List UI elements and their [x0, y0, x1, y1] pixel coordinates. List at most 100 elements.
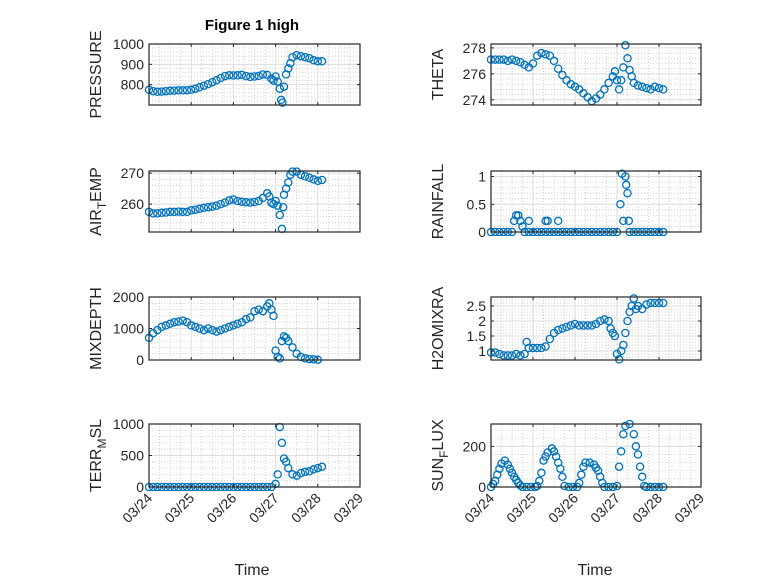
data-point	[269, 76, 278, 85]
data-point	[174, 207, 183, 216]
data-point	[273, 470, 282, 479]
y-axis-label-text: SUN	[430, 458, 447, 492]
axes-box	[490, 170, 702, 233]
data-series	[487, 294, 668, 364]
data-point	[495, 349, 504, 359]
data-point	[503, 56, 513, 66]
y-tick-label: 260	[121, 196, 145, 212]
data-point	[220, 324, 230, 333]
data-point	[537, 468, 546, 478]
x-tick-label: 03/25	[161, 490, 197, 526]
y-axis-label-text: LUX	[430, 419, 447, 450]
data-point	[233, 319, 242, 329]
data-point	[199, 81, 209, 90]
data-point	[490, 55, 500, 64]
data-point	[313, 463, 323, 473]
data-point	[585, 458, 594, 467]
data-point	[229, 195, 238, 204]
y-tick-label: 0.5	[467, 196, 487, 212]
x-axis-label-right: Time	[578, 562, 613, 579]
data-series	[145, 50, 327, 107]
y-tick-label: 1000	[113, 36, 144, 52]
subplot-terr-msl: 0 500 1000 03/24 03/25 03/26 03/27 03/28 03/29 TE…	[88, 416, 366, 526]
data-point	[165, 319, 175, 329]
data-point	[273, 201, 282, 210]
subplot-sun-flux: 0 200 03/24 03/25 03/26 03/27 03/28 03/29 SUNFLU…	[430, 419, 707, 526]
data-point	[541, 342, 550, 351]
data-point	[313, 176, 323, 186]
data-point	[203, 202, 213, 212]
data-point	[296, 468, 306, 478]
x-tick-label: 03/27	[587, 490, 623, 526]
data-point	[292, 471, 301, 480]
data-point	[543, 216, 552, 226]
x-tick-label: 03/24	[461, 490, 497, 526]
subplot-rainfall: 0 0.5 1 RAINFALL	[430, 164, 702, 240]
data-point	[495, 464, 504, 473]
data-point	[553, 325, 563, 335]
data-point	[516, 57, 525, 67]
x-tick-label: 03/29	[671, 490, 707, 526]
data-point	[271, 196, 280, 206]
data-point	[612, 76, 622, 85]
y-tick-label: 2.5	[467, 298, 487, 314]
data-point	[658, 298, 668, 308]
data-point	[229, 71, 238, 80]
y-axis-label-text: EMP	[88, 167, 105, 202]
data-point	[503, 351, 513, 360]
data-point	[633, 450, 643, 459]
data-point	[635, 462, 645, 471]
data-point	[317, 462, 327, 472]
data-point	[528, 59, 538, 68]
data-point	[203, 79, 213, 89]
data-point	[246, 313, 255, 322]
data-point	[161, 86, 171, 96]
x-tick-label: 03/29	[330, 490, 366, 526]
data-point	[616, 447, 626, 456]
data-point	[650, 298, 660, 308]
x-axis-label-left: Time	[235, 562, 270, 579]
data-point	[535, 476, 544, 486]
data-point	[250, 306, 259, 316]
figure-title: Figure 1 high	[205, 17, 299, 34]
data-point	[178, 207, 188, 217]
data-point	[518, 222, 527, 231]
data-point	[309, 56, 318, 65]
data-point	[269, 311, 278, 321]
data-point	[199, 203, 209, 213]
data-point	[619, 429, 628, 439]
data-point	[556, 464, 565, 473]
data-point	[600, 85, 609, 94]
data-point	[614, 85, 624, 94]
data-point	[157, 208, 166, 218]
y-tick-label: 278	[463, 40, 487, 56]
y-tick-label: 276	[463, 66, 487, 82]
data-point	[631, 442, 641, 451]
data-point	[157, 322, 166, 332]
y-tick-label: 1.5	[467, 328, 487, 344]
data-point	[600, 315, 609, 324]
data-point	[621, 180, 631, 190]
data-point	[208, 202, 217, 211]
data-point	[208, 77, 217, 87]
data-point	[545, 334, 555, 344]
data-point	[549, 56, 559, 66]
data-point	[317, 57, 327, 66]
subplot-pressure: 800 900 1000 PRESSURE	[88, 30, 361, 119]
data-point	[246, 72, 255, 82]
data-point	[619, 216, 628, 226]
data-point	[182, 207, 192, 217]
data-point	[246, 198, 255, 207]
data-point	[505, 464, 515, 473]
data-point	[300, 354, 310, 363]
data-point	[623, 54, 632, 63]
data-point	[254, 305, 263, 314]
data-point	[224, 71, 234, 80]
axes-box	[148, 43, 361, 106]
data-point	[313, 57, 323, 66]
data-point	[610, 331, 620, 341]
data-point	[560, 481, 569, 491]
data-point	[216, 73, 225, 83]
data-point	[212, 75, 221, 85]
